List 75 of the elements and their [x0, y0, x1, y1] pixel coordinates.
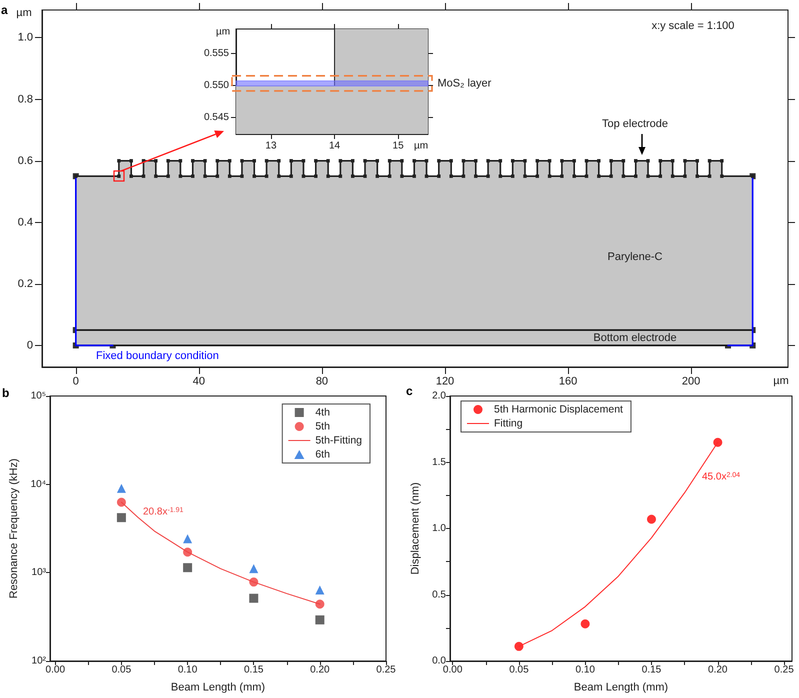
point [116, 513, 126, 522]
chart-title: c [406, 384, 413, 398]
point [116, 484, 126, 493]
legend-label: 5th [315, 420, 330, 432]
y-tick-label: 10² [32, 656, 47, 666]
x-tick-label: 0.20 [310, 664, 330, 676]
point [249, 564, 258, 574]
y-tick-label: 1.0 [432, 523, 446, 534]
x-tick-label: 0.05 [509, 664, 530, 676]
x-axis-title: µm [773, 375, 789, 387]
annotation: Parylene-C [607, 251, 663, 263]
point [183, 563, 192, 572]
x-axis-title: Beam Length (mm) [574, 682, 668, 694]
annotation: Bottom electrode [593, 332, 677, 344]
x-tick-label: 120 [436, 376, 454, 388]
point [315, 585, 324, 594]
y-tick-label: 0.6 [18, 154, 33, 167]
x-tick-label: 13 [265, 140, 277, 152]
y-tick-label: 0.555 [204, 48, 230, 59]
annotation: Top electrode [602, 118, 668, 130]
point [315, 615, 324, 624]
legend-label: Fitting [494, 418, 523, 430]
x-tick-label: 0.05 [112, 664, 132, 676]
y-axis-title: Resonance Frequency (kHz) [8, 458, 20, 599]
point [183, 534, 192, 544]
x-tick-label: 0.25 [774, 664, 794, 676]
x-tick-label: 0.20 [708, 664, 728, 676]
point [647, 514, 656, 524]
legend-label: 5th Harmonic Displacement [494, 404, 624, 416]
point [315, 600, 324, 609]
x-tick-label: 40 [192, 376, 206, 388]
point [514, 642, 524, 651]
y-tick-label: 10³ [32, 567, 47, 578]
y-tick-label: 0.550 [204, 80, 230, 91]
y-tick-label: 0.5 [432, 589, 446, 600]
x-tick-label: 0.25 [376, 664, 396, 676]
point [580, 619, 590, 628]
x-tick-label: 0.15 [244, 664, 264, 676]
x-tick-label: 0 [72, 376, 79, 388]
y-tick-label: 0.545 [204, 112, 230, 123]
y-tick-label: 1.5 [432, 456, 446, 468]
chart-title: b [2, 386, 10, 400]
x-tick-label: 15 [392, 140, 404, 152]
x-tick-label: 0.00 [46, 664, 66, 676]
x-tick-label: 160 [558, 376, 578, 388]
x-tick-label: 14 [328, 140, 341, 152]
y-tick-label: 0 [26, 339, 33, 352]
x-tick-label: 80 [316, 376, 328, 388]
x-axis-title: Beam Length (mm) [170, 682, 266, 694]
x-axis-title: µm [414, 140, 428, 152]
legend-label: 4th [315, 406, 330, 418]
band-label: MoS₂ layer [438, 77, 492, 90]
point [116, 498, 126, 507]
y-tick-label: 10⁴ [30, 478, 46, 490]
annotation: Fixed boundary condition [96, 350, 219, 362]
point [249, 594, 258, 603]
y-tick-label: 0.0 [432, 656, 446, 666]
y-tick-label: 0.4 [18, 216, 33, 228]
x-tick-label: 0.10 [178, 664, 198, 676]
y-tick-label: 0.8 [18, 93, 33, 106]
x-tick-label: 0.10 [575, 664, 596, 676]
y-tick-label: 1.0 [18, 32, 33, 44]
y-tick-label: 2.0 [432, 390, 446, 402]
legend-label: 6th [315, 448, 330, 460]
y-tick-label: 10⁵ [30, 390, 46, 402]
y-axis-title: Displacement (nm) [410, 482, 422, 575]
y-tick-label: 0.2 [18, 278, 33, 290]
chart-title: a [1, 3, 8, 17]
x-tick-label: 200 [682, 376, 700, 388]
y-axis-title: µm [216, 26, 230, 38]
legend-label: 5th-Fitting [315, 434, 362, 446]
annotation: x:y scale = 1:100 [652, 20, 734, 32]
y-axis-title: µm [16, 7, 32, 19]
x-tick-label: 0.15 [642, 664, 662, 676]
x-tick-label: 0.00 [442, 664, 463, 676]
